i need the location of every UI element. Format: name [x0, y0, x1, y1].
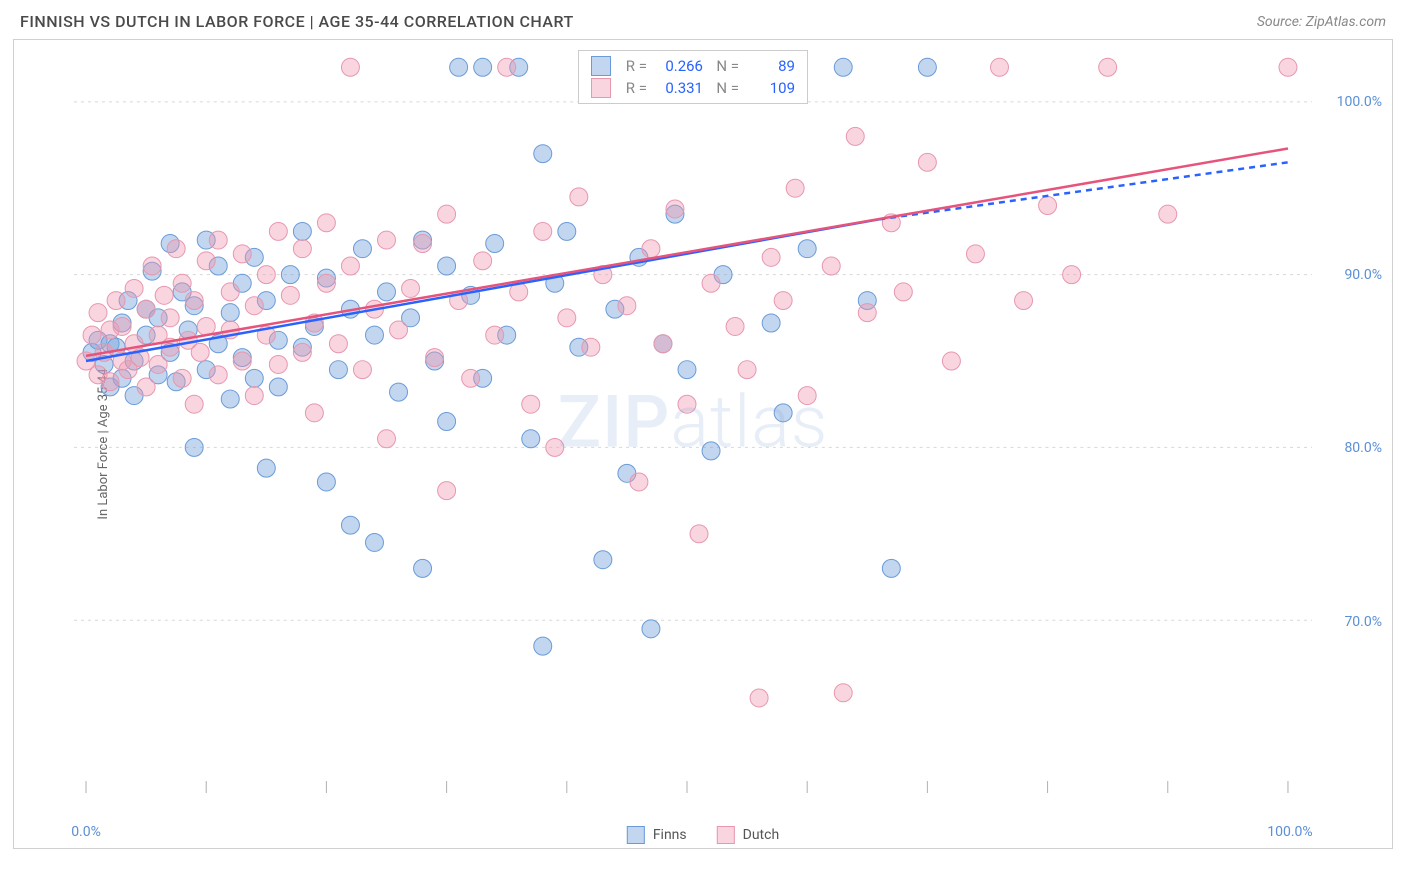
stats-n-value: 89 [745, 57, 795, 75]
x-tick-label: 100.0% [1267, 824, 1312, 840]
source-label: Source: ZipAtlas.com [1257, 14, 1386, 30]
legend-swatch [627, 826, 645, 844]
y-tick-label: 80.0% [1344, 440, 1382, 456]
stats-legend-box: R = 0.266 N = 89 R = 0.331 N = 109 [578, 50, 808, 104]
plot-svg [74, 50, 1312, 793]
chart-container: In Labor Force | Age 35-44 ZIPatlas R =0… [13, 39, 1393, 849]
stats-n-label: N = [709, 57, 739, 75]
y-tick-label: 100.0% [1337, 94, 1382, 110]
y-tick-label: 90.0% [1344, 267, 1382, 283]
stats-r-label: R = [617, 57, 647, 75]
stats-n-label: N = [709, 79, 739, 97]
stats-swatch [591, 56, 611, 76]
legend-item: Dutch [717, 826, 780, 844]
legend-swatch [717, 826, 735, 844]
stats-swatch [591, 78, 611, 98]
chart-title: FINNISH VS DUTCH IN LABOR FORCE | AGE 35… [20, 12, 574, 31]
bottom-legend: Finns Dutch [627, 826, 779, 844]
stats-row: R = 0.266 N = 89 [591, 55, 795, 77]
stats-n-value: 109 [745, 79, 795, 97]
legend-label: Dutch [743, 827, 780, 843]
legend-item: Finns [627, 826, 687, 844]
stats-r-label: R = [617, 79, 647, 97]
y-tick-label: 70.0% [1344, 614, 1382, 630]
stats-r-value: 0.331 [653, 79, 703, 97]
x-tick-label: 0.0% [71, 824, 101, 840]
stats-r-value: 0.266 [653, 57, 703, 75]
plot-area: ZIPatlas R =0.266N =89R =0.331N =109 [74, 50, 1312, 793]
legend-label: Finns [653, 827, 687, 843]
stats-row: R = 0.331 N = 109 [591, 77, 795, 99]
